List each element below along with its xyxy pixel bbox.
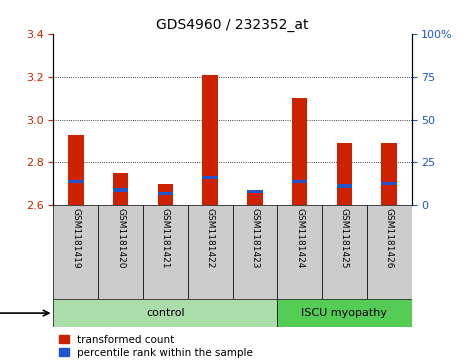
Text: GSM1181422: GSM1181422 (206, 208, 215, 268)
Bar (247, 192, 263, 205)
Bar (292, 98, 307, 205)
Text: GSM1181425: GSM1181425 (340, 208, 349, 268)
Text: GSM1181419: GSM1181419 (71, 208, 80, 269)
Bar (202, 75, 218, 205)
Text: GSM1181426: GSM1181426 (385, 208, 394, 268)
Bar (98, 205, 143, 299)
Text: control: control (146, 308, 185, 318)
Bar (113, 188, 128, 192)
Bar (292, 180, 307, 183)
Bar (188, 205, 232, 299)
Bar (143, 205, 188, 299)
Bar (277, 299, 412, 327)
Text: GSM1181424: GSM1181424 (295, 208, 304, 268)
Bar (381, 182, 397, 185)
Bar (337, 184, 352, 188)
Bar (158, 184, 173, 205)
Bar (381, 143, 397, 205)
Bar (158, 192, 173, 195)
Bar (322, 205, 367, 299)
Bar (247, 189, 263, 193)
Bar (367, 205, 412, 299)
Bar (53, 299, 277, 327)
Text: ISCU myopathy: ISCU myopathy (301, 308, 387, 318)
Text: GSM1181421: GSM1181421 (161, 208, 170, 268)
Bar (277, 205, 322, 299)
Bar (202, 176, 218, 179)
Title: GDS4960 / 232352_at: GDS4960 / 232352_at (156, 18, 309, 32)
Bar (232, 205, 277, 299)
Bar (337, 143, 352, 205)
Legend: transformed count, percentile rank within the sample: transformed count, percentile rank withi… (59, 335, 253, 358)
Text: GSM1181420: GSM1181420 (116, 208, 125, 268)
Bar (68, 180, 84, 183)
Text: GSM1181423: GSM1181423 (250, 208, 259, 268)
Bar (53, 205, 98, 299)
Bar (68, 135, 84, 205)
Bar (113, 173, 128, 205)
